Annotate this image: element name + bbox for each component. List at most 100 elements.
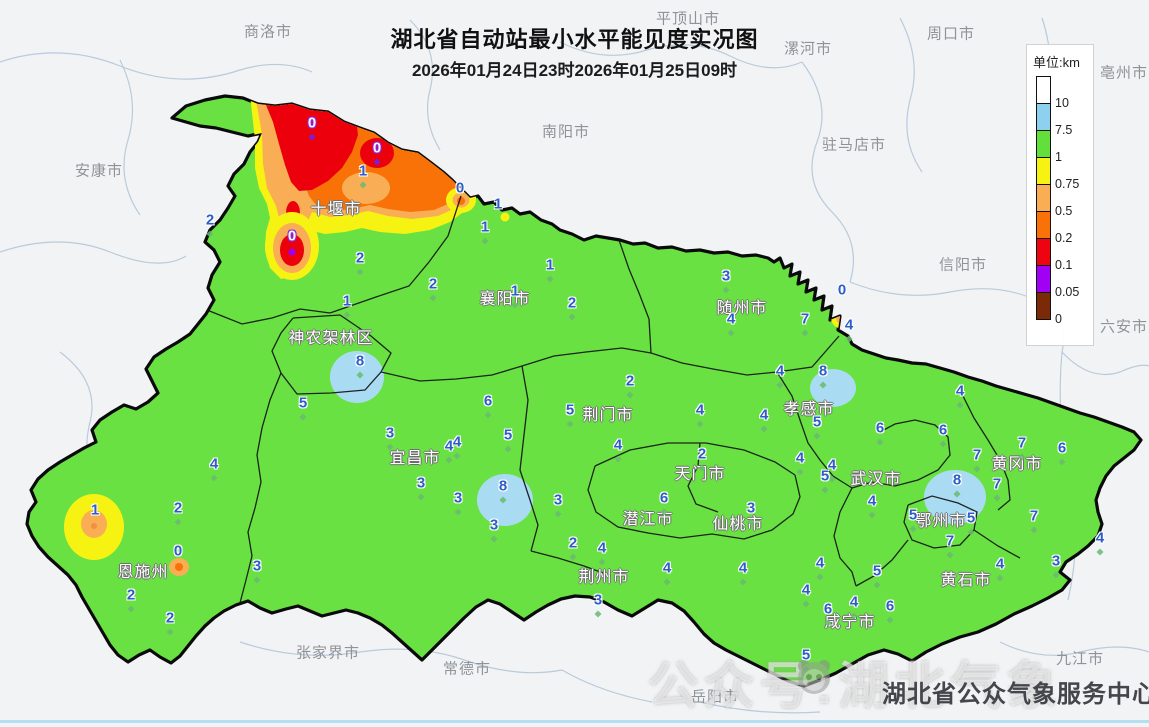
station-value: 3 [746, 499, 756, 517]
city-label-outside: 周口市 [926, 25, 976, 43]
station-value: 4 [995, 555, 1005, 573]
station-value: 2 [355, 249, 365, 267]
station-value: 8 [355, 352, 365, 370]
station-value: 2 [165, 609, 175, 627]
station-value: 4 [827, 456, 837, 474]
station-value: 4 [597, 539, 607, 557]
station-value: 7 [972, 446, 982, 464]
station-value: 7 [992, 475, 1002, 493]
city-boundaries [206, 195, 1021, 604]
station-value: 8 [952, 471, 962, 489]
station-value: 1 [510, 282, 520, 300]
legend-color-bar: 10 7.5 1 0.75 0.5 0.2 0.1 0.05 0 [1036, 76, 1093, 326]
station-value: 1 [480, 218, 490, 236]
legend-tick-label: 10 [1055, 96, 1069, 110]
station-value: 0 [837, 281, 847, 299]
station-value: 1 [358, 162, 368, 180]
station-value: 5 [908, 506, 918, 524]
city-label-inside: 恩施州 [117, 564, 169, 581]
legend-block [1036, 211, 1051, 239]
station-value: 7 [1029, 507, 1039, 525]
city-label-inside: 天门市 [674, 466, 726, 483]
station-value: 8 [818, 362, 828, 380]
station-value: 6 [483, 392, 493, 410]
station-value: 0 [287, 227, 297, 245]
legend-tick-label: 0 [1055, 312, 1062, 326]
station-value: 4 [695, 401, 705, 419]
legend-tick-label: 0.75 [1055, 177, 1080, 191]
station-value: 5 [565, 401, 575, 419]
station-value: 5 [820, 467, 830, 485]
station-value: 6 [823, 600, 833, 618]
station-value: 0 [307, 114, 317, 132]
station-value: 4 [815, 554, 825, 572]
city-label-outside: 岳阳市 [690, 688, 740, 706]
station-value: 4 [795, 449, 805, 467]
city-label-outside: 平顶山市 [655, 10, 721, 28]
legend-block [1036, 265, 1051, 293]
station-value: 2 [428, 275, 438, 293]
city-label-inside: 咸宁市 [824, 614, 876, 631]
city-label-outside: 南阳市 [541, 123, 591, 141]
station-value: 2 [568, 534, 578, 552]
city-label-inside: 荆州市 [578, 569, 630, 586]
station-value: 4 [849, 593, 859, 611]
station-value: 6 [875, 419, 885, 437]
station-value: 7 [800, 310, 810, 328]
legend-block [1036, 130, 1051, 158]
station-value: 4 [452, 433, 462, 451]
station-value: 5 [812, 413, 822, 431]
city-label-inside: 黄石市 [940, 572, 992, 589]
station-value: 0 [173, 542, 183, 560]
station-value: 4 [738, 559, 748, 577]
legend-tick-label: 7.5 [1055, 123, 1073, 137]
legend-block [1036, 76, 1051, 104]
legend-panel: 单位:km 10 7.5 1 0.75 0.5 0.2 0.1 0.05 0 [1026, 44, 1094, 346]
station-value: 4 [759, 406, 769, 424]
station-value: 5 [872, 562, 882, 580]
station-value: 3 [489, 516, 499, 534]
station-value: 2 [205, 211, 215, 229]
station-value: 2 [697, 445, 707, 463]
station-value: 4 [662, 559, 672, 577]
station-value: 0 [455, 179, 465, 197]
station-value: 8 [498, 477, 508, 495]
station-value: 1 [90, 501, 100, 519]
legend-tick-label: 1 [1055, 150, 1062, 164]
station-value: 4 [867, 492, 877, 510]
city-label-inside: 随州市 [716, 300, 768, 317]
city-label-inside: 十堰市 [310, 201, 362, 218]
bottom-border-line [0, 720, 1149, 723]
station-value: 6 [938, 421, 948, 439]
legend-tick-label: 0.2 [1055, 231, 1073, 245]
station-value: 3 [721, 267, 731, 285]
city-label-outside: 亳州市 [1099, 64, 1149, 82]
city-label-outside: 张家界市 [295, 644, 361, 662]
city-label-inside: 宜昌市 [389, 450, 441, 467]
station-value: 2 [625, 372, 635, 390]
station-value: 6 [885, 597, 895, 615]
city-label-outside: 驻马店市 [821, 136, 887, 154]
city-label-inside: 襄阳市 [479, 291, 531, 308]
station-value: 7 [1017, 434, 1027, 452]
city-label-outside: 商洛市 [243, 23, 293, 41]
city-label-inside: 潜江市 [622, 511, 674, 528]
legend-tick-label: 0.05 [1055, 285, 1080, 299]
station-value: 5 [503, 426, 513, 444]
city-label-outside: 九江市 [1055, 650, 1105, 668]
station-value: 3 [593, 591, 603, 609]
station-value: 7 [945, 532, 955, 550]
station-value: 4 [844, 316, 854, 334]
station-value: 4 [726, 310, 736, 328]
city-label-outside: 常德市 [442, 660, 492, 678]
legend-tick-label: 0.5 [1055, 204, 1073, 218]
city-label-inside: 孝感市 [783, 401, 835, 418]
station-value: 3 [553, 491, 563, 509]
station-value: 3 [453, 489, 463, 507]
city-label-inside: 仙桃市 [712, 516, 764, 533]
station-value: 3 [1051, 552, 1061, 570]
legend-block [1036, 238, 1051, 266]
legend-block [1036, 157, 1051, 185]
station-value: 3 [385, 424, 395, 442]
